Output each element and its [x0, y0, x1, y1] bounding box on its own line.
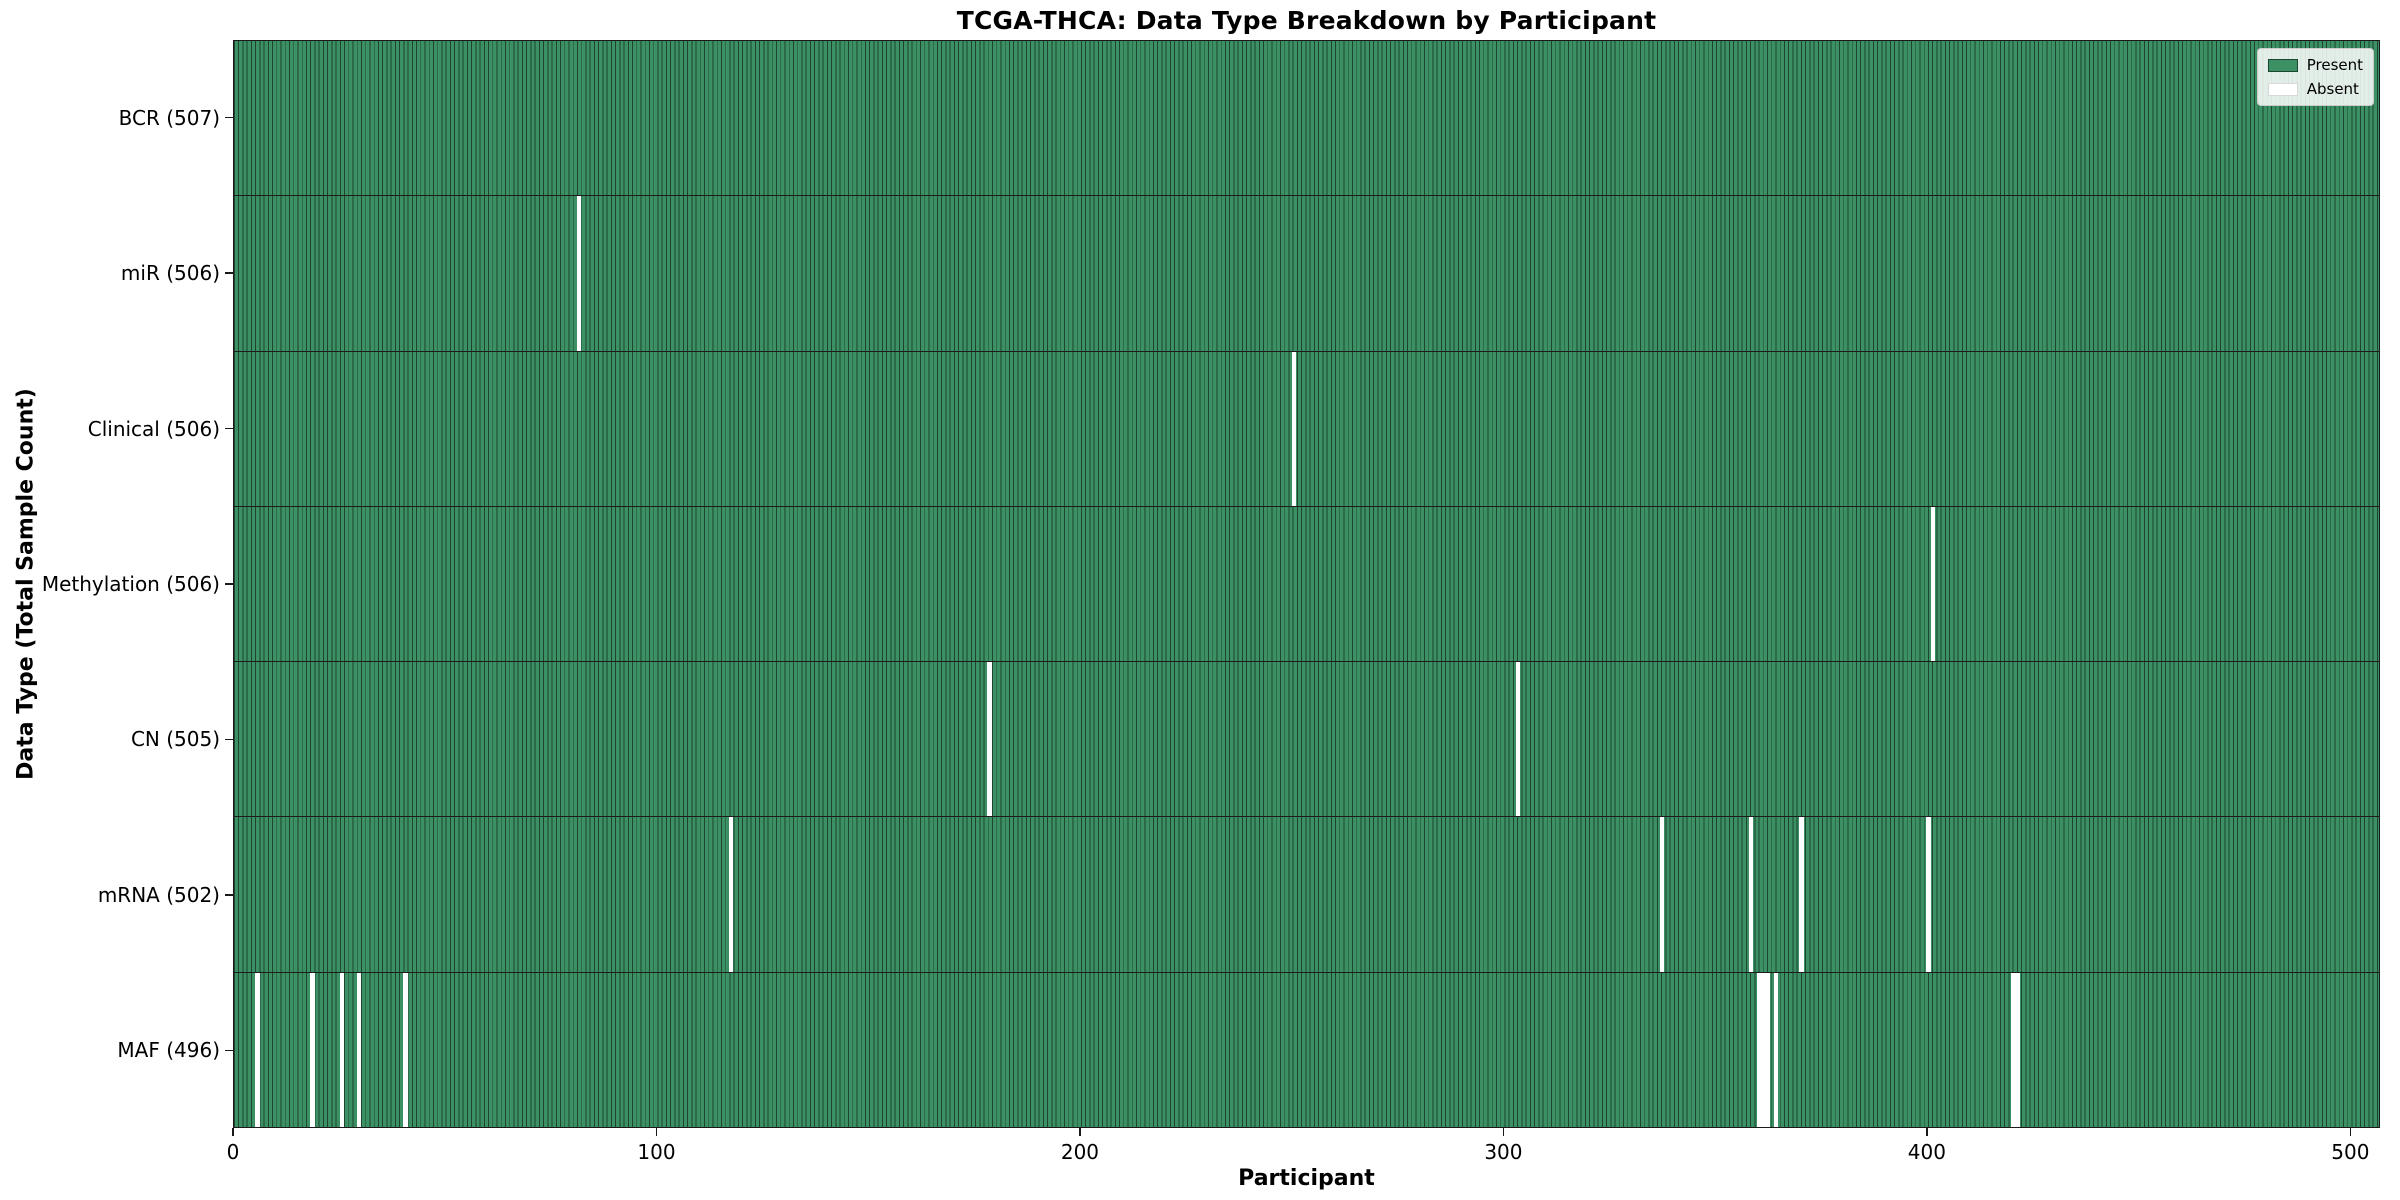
y-tick-mark	[225, 738, 233, 741]
absent-gap-CN-178	[987, 662, 992, 817]
y-tick-mark	[225, 894, 233, 896]
x-tick-mark	[655, 1128, 658, 1136]
absent-gap-CN-303	[1515, 662, 1521, 817]
legend-label-present: Present	[2306, 56, 2363, 74]
y-tick-mark	[225, 1049, 233, 1052]
absent-gap-mRNA-370	[1799, 817, 1804, 972]
x-tick-mark	[1502, 1128, 1505, 1136]
x-tick-label-200: 200	[1060, 1140, 1100, 1164]
x-axis-title: Participant	[1238, 1166, 1375, 1191]
absent-gap-MAF-360	[1757, 972, 1762, 1127]
heatmap-row-CN	[234, 661, 2379, 817]
absent-gap-MAF-420	[2010, 972, 2016, 1127]
absent-gap-MAF-29	[356, 972, 362, 1127]
absent-gap-MAF-361	[1761, 972, 1766, 1127]
heatmap-row-BCR	[234, 41, 2379, 196]
x-tick-mark	[232, 1128, 234, 1136]
x-tick-mark	[2349, 1128, 2352, 1136]
absent-gap-MAF-40	[403, 972, 408, 1127]
absent-gap-Methylation-401	[1930, 506, 1935, 662]
chart-title: TCGA-THCA: Data Type Breakdown by Partic…	[956, 6, 1657, 35]
heatmap-row-Clinical	[234, 350, 2379, 506]
y-tick-label-CN: CN (505)	[130, 727, 220, 752]
legend: Present Absent	[2256, 48, 2374, 106]
heatmap-row-Methylation	[234, 505, 2379, 662]
y-tick-label-mRNA: mRNA (502)	[97, 882, 220, 907]
heatmap-row-miR	[234, 195, 2379, 351]
legend-label-absent: Absent	[2306, 80, 2359, 98]
x-tick-label-100: 100	[637, 1140, 676, 1164]
heatmap-row-MAF	[234, 971, 2379, 1127]
y-tick-label-MAF: MAF (496)	[117, 1038, 220, 1063]
y-tick-label-miR: miR (506)	[120, 261, 220, 286]
plot-area: Present Absent	[233, 40, 2380, 1128]
y-tick-mark	[225, 116, 233, 119]
y-tick-label-BCR: BCR (507)	[118, 105, 220, 130]
legend-entry-present: Present	[2267, 56, 2363, 74]
y-tick-mark	[225, 427, 233, 430]
x-tick-label-300: 300	[1484, 1140, 1523, 1164]
absent-gap-mRNA-117	[729, 817, 734, 972]
absent-gap-mRNA-400	[1926, 817, 1931, 972]
x-tick-label-0: 0	[226, 1140, 240, 1164]
absent-gap-MAF-25	[339, 972, 345, 1127]
absent-gap-MAF-5	[255, 972, 260, 1127]
x-tick-label-500: 500	[2331, 1140, 2370, 1164]
y-tick-label-Clinical: Clinical (506)	[87, 416, 220, 441]
x-tick-mark	[1926, 1128, 1928, 1136]
y-tick-mark	[225, 272, 233, 274]
absent-gap-MAF-364	[1774, 972, 1779, 1127]
x-tick-mark	[1079, 1128, 1081, 1136]
heatmap-row-mRNA	[234, 816, 2379, 972]
absent-gap-mRNA-358	[1748, 817, 1754, 972]
absent-gap-MAF-362	[1765, 972, 1770, 1127]
y-tick-label-Methylation: Methylation (506)	[41, 572, 220, 596]
absent-gap-MAF-421	[2015, 972, 2020, 1127]
y-tick-mark	[225, 583, 233, 585]
absent-gap-Clinical-250	[1291, 351, 1297, 506]
absent-gap-miR-81	[576, 196, 582, 351]
legend-swatch-present-icon	[2267, 58, 2298, 72]
legend-entry-absent: Absent	[2267, 80, 2363, 98]
absent-gap-MAF-18	[310, 972, 315, 1127]
x-tick-label-400: 400	[1907, 1140, 1946, 1164]
legend-swatch-absent-icon	[2267, 82, 2298, 96]
absent-gap-mRNA-337	[1659, 817, 1665, 972]
